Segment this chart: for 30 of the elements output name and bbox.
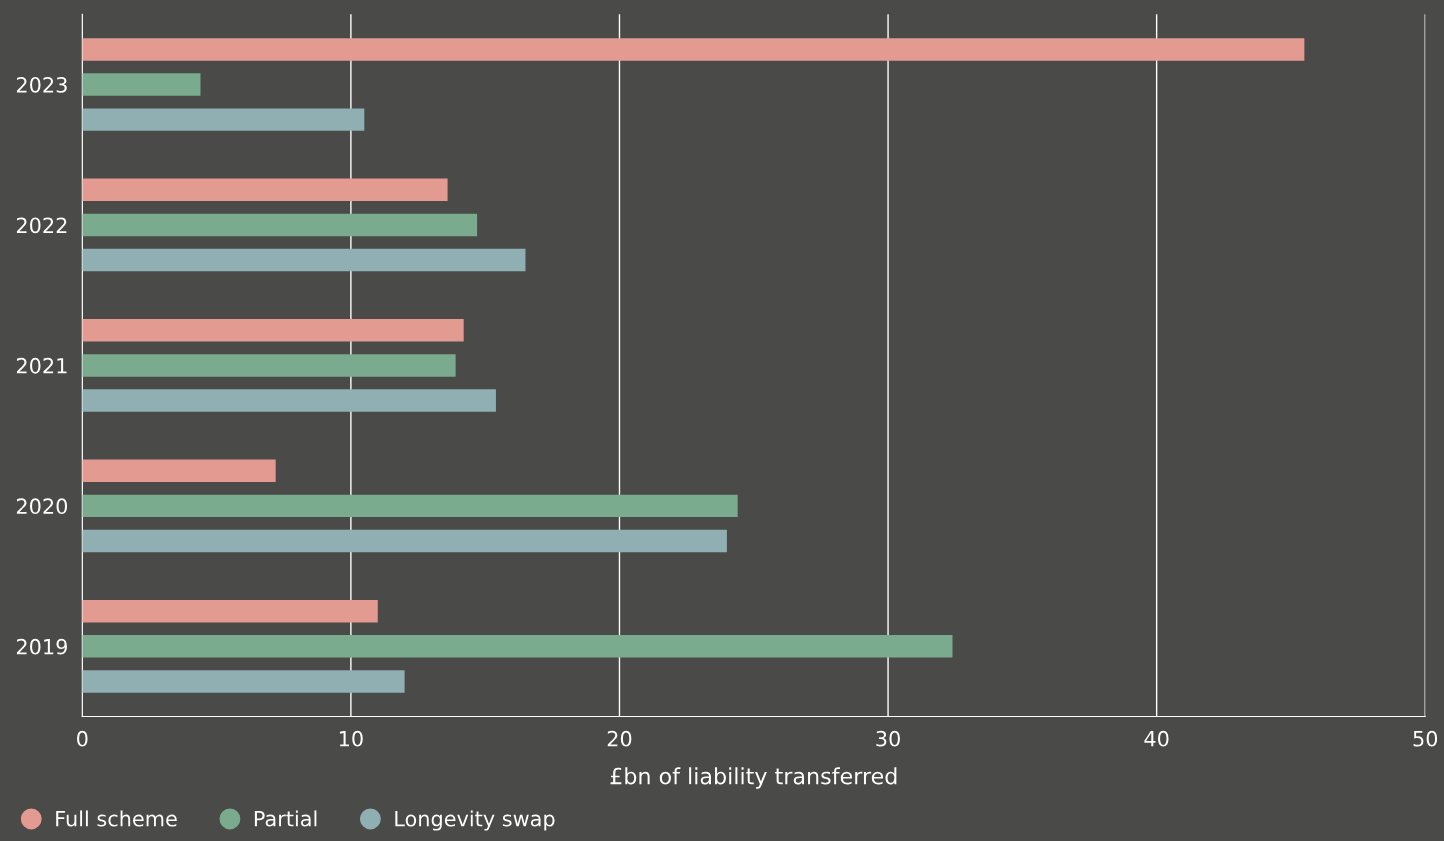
bar — [82, 459, 276, 482]
x-tick-label: 50 — [1413, 730, 1438, 747]
bar — [82, 108, 365, 131]
bar — [82, 599, 378, 623]
y-tick-label: 2022 — [16, 217, 67, 234]
bar — [82, 670, 405, 693]
y-tick-label: 2023 — [16, 76, 67, 93]
bar — [82, 38, 1305, 61]
bar — [82, 319, 464, 342]
bar — [82, 389, 496, 412]
bar — [82, 213, 478, 237]
y-tick-label: 2019 — [16, 638, 67, 655]
x-tick-label: 30 — [876, 730, 900, 747]
x-tick-label: 20 — [607, 730, 632, 747]
legend-label: Partial — [254, 810, 317, 827]
bar — [82, 178, 448, 202]
y-tick-label: 2021 — [16, 357, 67, 374]
legend-label: Full scheme — [56, 810, 177, 827]
x-tick-label: 40 — [1144, 730, 1169, 747]
x-tick-label: 0 — [77, 730, 88, 747]
bar — [82, 635, 953, 658]
y-tick-label: 2020 — [16, 498, 68, 515]
bar — [82, 73, 201, 96]
bar — [82, 354, 456, 377]
bar — [82, 494, 738, 518]
x-axis-title: £bn of liability transferred — [610, 767, 897, 789]
bar — [82, 248, 526, 272]
legend-label: Longevity swap — [395, 810, 555, 831]
x-tick-label: 10 — [339, 730, 363, 747]
bar — [82, 529, 727, 553]
